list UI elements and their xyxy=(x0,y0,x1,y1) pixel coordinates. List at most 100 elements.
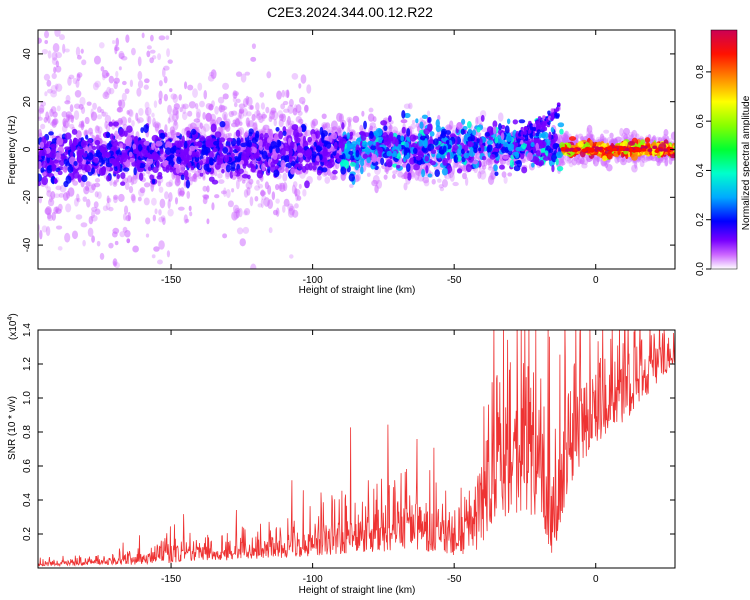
spectrogram-blob xyxy=(370,145,377,151)
spectrogram-blob xyxy=(199,122,204,130)
spectrogram-blob xyxy=(587,148,593,152)
spectrogram-blob xyxy=(108,121,114,127)
spectrogram-blob xyxy=(210,123,217,133)
spectrogram-blob xyxy=(430,149,437,154)
spectrogram-blob xyxy=(283,108,290,113)
spectrogram-blob xyxy=(412,147,418,155)
spectrogram-blob xyxy=(61,111,68,118)
spectrogram-blob xyxy=(394,138,399,147)
spectrogram-blob xyxy=(315,130,321,139)
spectrogram-blob xyxy=(75,214,83,220)
spectrogram-blob xyxy=(41,225,48,233)
spectrogram-blob xyxy=(346,132,351,140)
spectrogram-blob xyxy=(306,150,312,155)
spectrogram-blob xyxy=(65,203,72,213)
spectrogram-blob xyxy=(244,71,251,76)
spectrogram-blob xyxy=(205,112,212,122)
spectrogram-blob xyxy=(139,187,146,194)
spectrogram-blob xyxy=(236,137,241,147)
spectrogram-blob xyxy=(281,89,286,98)
spectrogram-blob xyxy=(467,141,474,148)
spectrogram-blob xyxy=(144,107,152,116)
spectrogram-blob xyxy=(240,73,247,83)
spectrogram-blob xyxy=(137,196,142,202)
spectrogram-blob xyxy=(230,110,238,116)
spectrogram-blob xyxy=(268,227,273,234)
spectrogram-blob xyxy=(544,150,549,156)
spectrogram-blob xyxy=(134,160,141,169)
spectrogram-blob xyxy=(361,110,365,117)
spectrogram-blob xyxy=(275,198,280,204)
spectrogram-blob xyxy=(92,102,97,110)
spectrogram-blob xyxy=(592,156,596,165)
spectrogram-blob xyxy=(57,246,63,251)
spectrogram-blob xyxy=(487,166,494,171)
spectrogram-blob xyxy=(586,124,593,134)
spectrogram-blob xyxy=(167,198,171,209)
spectrogram-blob xyxy=(509,159,515,168)
spectrogram-blob xyxy=(232,89,238,99)
chart-title: C2E3.2024.344.00.12.R22 xyxy=(267,4,433,20)
spectrogram-blob xyxy=(403,182,408,191)
spectrogram-blob xyxy=(395,164,401,169)
spectrogram-blob xyxy=(554,114,558,119)
spectrogram-blob xyxy=(627,140,636,146)
spectrogram-blob xyxy=(250,56,257,62)
spectrogram-blob xyxy=(282,147,286,156)
spectrogram-blob xyxy=(423,139,428,149)
spectrogram-blob xyxy=(282,100,289,106)
spectrogram-blob xyxy=(568,136,577,141)
spectrogram-blob xyxy=(73,197,79,207)
spectrogram-blob xyxy=(118,52,125,59)
spectrogram-blob xyxy=(297,126,303,134)
spectrogram-blob xyxy=(338,139,343,148)
spectrogram-blob xyxy=(300,74,307,84)
spectrogram-blob xyxy=(85,181,93,187)
spectrogram-blob xyxy=(98,130,102,138)
spectrogram-blob xyxy=(668,157,673,165)
spectrogram-blob xyxy=(547,110,551,115)
spectrogram-blob xyxy=(311,118,319,127)
spectrogram-blob xyxy=(452,181,459,187)
spectrogram-blob xyxy=(105,132,111,139)
spectrogram-blob xyxy=(331,132,338,140)
spectrogram-blob xyxy=(109,133,115,141)
spectrogram-blob xyxy=(112,181,118,187)
spectrogram-blob xyxy=(106,86,112,96)
spectrogram-blob xyxy=(577,140,584,148)
spectrogram-blob xyxy=(92,82,99,91)
spectrogram-blob xyxy=(321,135,325,143)
spectrogram-blob xyxy=(72,77,78,85)
spectrogram-blob xyxy=(64,48,70,53)
spectrogram-blob xyxy=(556,165,564,172)
spectrogram-blob xyxy=(110,146,118,151)
spectrogram-blob xyxy=(504,125,510,134)
spectrogram-blob xyxy=(163,93,168,102)
spectrogram-blob xyxy=(555,151,563,159)
spectrogram-blob xyxy=(354,169,361,174)
spectrogram-blob xyxy=(298,96,306,105)
spectrogram-blob xyxy=(161,67,166,78)
spectrogram-blob xyxy=(167,208,174,217)
spectrogram-blob xyxy=(316,174,322,181)
spectrogram-blob xyxy=(456,168,463,174)
spectrogram-blob xyxy=(91,145,97,151)
spectrogram-blob xyxy=(442,157,448,166)
spectrogram-blob xyxy=(72,180,79,186)
spectrogram-blob xyxy=(128,151,133,158)
spectrogram-blob xyxy=(180,174,185,181)
spectrogram-blob xyxy=(47,50,52,59)
spectrogram-blob xyxy=(349,183,354,189)
spectrogram-blob xyxy=(605,164,613,172)
spectrogram-blob xyxy=(193,141,201,147)
spectrogram-blob xyxy=(493,164,498,172)
spectrogram-blob xyxy=(82,239,86,247)
spectrogram-blob xyxy=(479,170,487,180)
spectrogram-blob xyxy=(143,124,149,134)
spectrogram-blob xyxy=(224,171,230,180)
spectrogram-blob xyxy=(257,183,264,189)
spectrogram-blob xyxy=(367,140,374,146)
spectrogram-blob xyxy=(146,45,152,50)
spectrogram-blob xyxy=(553,133,558,142)
spectrogram-blob xyxy=(592,156,599,167)
